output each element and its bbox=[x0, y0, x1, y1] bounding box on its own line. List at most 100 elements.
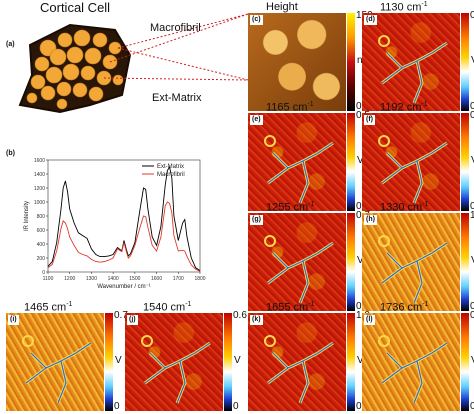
ext-matrix-label: Ext-Matrix bbox=[152, 92, 202, 104]
legend-label: Ext-Matrix bbox=[157, 164, 184, 170]
colorbar-unit: V bbox=[471, 255, 474, 266]
map-title-text: 1165 cm bbox=[266, 101, 308, 114]
x-tick-label: 1800 bbox=[194, 276, 205, 282]
map-title-superscript: -1 bbox=[421, 1, 428, 8]
map-title-text: Height bbox=[266, 1, 298, 13]
y-tick-label: 1600 bbox=[34, 158, 45, 164]
colorbar-min: 0 bbox=[356, 201, 362, 212]
map-panel-label: (e) bbox=[250, 115, 263, 125]
colorbar-max: 1.8 bbox=[470, 210, 474, 221]
colorbar-min: 0 bbox=[470, 401, 474, 412]
colorbar-min: 0 bbox=[470, 201, 474, 212]
map-title-text: 1192 cm bbox=[380, 101, 422, 114]
map-panel-label: (f) bbox=[364, 115, 375, 125]
map-title-h: 1330 cm-1 bbox=[380, 201, 428, 214]
map-title-text: 1655 cm bbox=[266, 301, 309, 314]
colorbar-unit: V bbox=[115, 355, 122, 366]
map-title-text: 1255 cm bbox=[266, 201, 309, 214]
colorbar-unit: V bbox=[234, 355, 241, 366]
x-axis-label: Wavenumber / cm⁻¹ bbox=[97, 284, 151, 290]
y-tick-label: 800 bbox=[37, 214, 46, 220]
map-title-superscript: -1 bbox=[308, 301, 315, 308]
map-title-e: 1165 cm-1 bbox=[266, 101, 314, 114]
map-title-superscript: -1 bbox=[422, 301, 429, 308]
colorbar-max: 0.6 bbox=[233, 310, 247, 321]
y-tick-label: 400 bbox=[37, 242, 46, 248]
map-image-l: (l) bbox=[362, 313, 460, 411]
map-title-superscript: -1 bbox=[185, 301, 192, 308]
legend-label: Macrofibril bbox=[157, 172, 185, 178]
colorbar-min: 0 bbox=[233, 401, 239, 412]
map-panel-label: (h) bbox=[364, 215, 377, 225]
extmatrix-network bbox=[264, 235, 334, 304]
map-title-text: 1330 cm bbox=[380, 201, 423, 214]
panel-b-label: (b) bbox=[6, 150, 15, 157]
colorbar-e bbox=[347, 113, 355, 211]
map-panel-label: (d) bbox=[364, 15, 377, 25]
map-title-text: 1465 cm bbox=[24, 301, 67, 314]
colorbar-max: 0.2 bbox=[470, 10, 474, 21]
colorbar-min: 0 bbox=[470, 101, 474, 112]
colorbar-l bbox=[461, 313, 469, 411]
extmatrix-network bbox=[378, 235, 448, 304]
colorbar-unit: V bbox=[471, 55, 474, 66]
map-image-k: (k) bbox=[248, 313, 346, 411]
colorbar-c bbox=[347, 13, 355, 111]
extmatrix-network bbox=[264, 335, 334, 404]
map-title-superscript: -1 bbox=[66, 301, 73, 308]
colorbar-i bbox=[105, 313, 113, 411]
x-tick-label: 1200 bbox=[64, 276, 75, 282]
map-title-d: 1130 cm-1 bbox=[380, 1, 428, 14]
map-title-text: 1540 cm bbox=[143, 301, 186, 314]
map-title-superscript: -1 bbox=[421, 101, 428, 108]
map-title-text: 1130 cm bbox=[380, 1, 422, 14]
colorbar-min: 0 bbox=[470, 301, 474, 312]
extmatrix-network bbox=[378, 335, 448, 404]
map-image-j: (j) bbox=[125, 313, 223, 411]
x-tick-label: 1600 bbox=[151, 276, 162, 282]
map-title-text: 1736 cm bbox=[380, 301, 423, 314]
x-tick-label: 1300 bbox=[86, 276, 97, 282]
series-line-ext-matrix bbox=[47, 165, 201, 271]
map-title-g: 1255 cm-1 bbox=[266, 201, 314, 214]
map-title-i: 1465 cm-1 bbox=[24, 301, 72, 314]
map-panel-label: (c) bbox=[250, 15, 263, 25]
x-tick-label: 1700 bbox=[173, 276, 184, 282]
map-panel-label: (k) bbox=[250, 315, 263, 325]
colorbar-min: 0 bbox=[356, 301, 362, 312]
colorbar-j bbox=[224, 313, 232, 411]
map-image-h: (h) bbox=[362, 213, 460, 311]
map-title-f: 1192 cm-1 bbox=[380, 101, 428, 114]
colorbar-min: 0 bbox=[356, 401, 362, 412]
colorbar-f bbox=[461, 113, 469, 211]
extmatrix-network bbox=[141, 335, 211, 404]
map-title-c: Height bbox=[266, 1, 298, 13]
colorbar-h bbox=[461, 213, 469, 311]
colorbar-min: 0 bbox=[356, 101, 362, 112]
y-axis-label: IR Intensity bbox=[24, 201, 30, 231]
ir-spectrum-chart: 0 200 400 600 800 1000 1200 1400 1600 1100 1200 130… bbox=[24, 158, 206, 290]
map-panel-label: (j) bbox=[127, 315, 138, 325]
map-image-g: (g) bbox=[248, 213, 346, 311]
colorbar-max: 0.5 bbox=[470, 110, 474, 121]
colorbar-unit: V bbox=[471, 155, 474, 166]
map-image-f: (f) bbox=[362, 113, 460, 211]
series-line-macrofibril bbox=[47, 201, 201, 272]
colorbar-unit: V bbox=[357, 155, 364, 166]
map-title-superscript: -1 bbox=[308, 201, 315, 208]
y-tick-label: 1400 bbox=[34, 172, 45, 178]
extmatrix-network bbox=[22, 335, 92, 404]
map-title-j: 1540 cm-1 bbox=[143, 301, 191, 314]
extmatrix-network bbox=[378, 135, 448, 204]
map-image-e: (e) bbox=[248, 113, 346, 211]
extmatrix-network bbox=[378, 35, 448, 104]
panel-a-label: (a) bbox=[6, 41, 15, 48]
y-tick-label: 0 bbox=[42, 270, 45, 276]
map-panel-label: (l) bbox=[364, 315, 375, 325]
y-tick-label: 1000 bbox=[34, 200, 45, 206]
y-tick-label: 1200 bbox=[34, 186, 45, 192]
x-tick-label: 1400 bbox=[108, 276, 119, 282]
map-title-k: 1655 cm-1 bbox=[266, 301, 314, 314]
map-panel-label: (i) bbox=[8, 315, 19, 325]
